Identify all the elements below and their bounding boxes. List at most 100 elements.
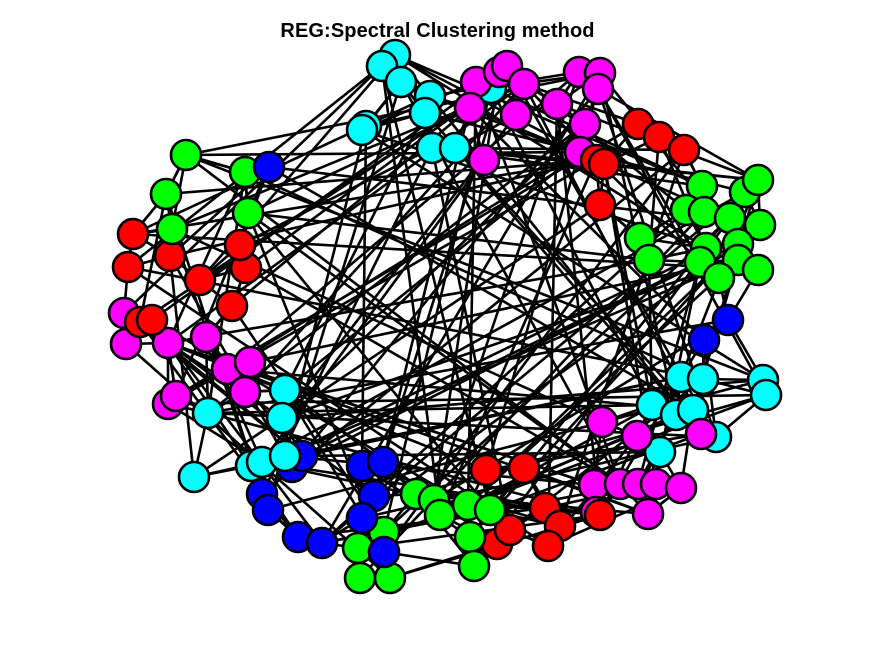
graph-node-magenta	[581, 72, 615, 106]
graph-node-green	[453, 520, 487, 554]
graph-node-cyan	[268, 373, 302, 407]
graph-node-green	[149, 177, 183, 211]
graph-node-cyan	[345, 113, 379, 147]
graph-node-red	[135, 303, 169, 337]
graph-edge	[383, 217, 731, 533]
graph-node-green	[702, 261, 736, 295]
graph-node-red	[111, 250, 145, 284]
graph-node-green	[743, 208, 777, 242]
graph-edge	[380, 65, 492, 511]
graph-node-red	[531, 529, 565, 563]
graph-node-red	[493, 513, 527, 547]
graph-node-red	[642, 120, 676, 154]
graph-edge	[185, 150, 581, 157]
graph-node-magenta	[568, 107, 602, 141]
graph-node-blue	[252, 150, 286, 184]
graph-node-red	[583, 188, 617, 222]
graph-edge	[168, 255, 196, 478]
graph-node-magenta	[664, 471, 698, 505]
graph-node-red	[667, 133, 701, 167]
graph-node-blue	[687, 323, 721, 357]
graph-node-red	[183, 263, 217, 297]
graph-edge	[266, 81, 403, 511]
graph-node-magenta	[540, 87, 574, 121]
graph-node-red	[507, 451, 541, 485]
graph-edge	[226, 367, 694, 412]
graph-node-cyan	[268, 439, 302, 473]
graph-title: REG:Spectral Clustering method	[280, 20, 595, 42]
graph-node-cyan	[749, 378, 783, 412]
graph-node-red	[223, 228, 257, 262]
graph-node-cyan	[686, 362, 720, 396]
graph-node-red	[583, 498, 617, 532]
graph-node-cyan	[265, 401, 299, 435]
graph-edge	[432, 71, 501, 501]
graph-node-green	[343, 561, 377, 595]
graph-edge	[469, 107, 705, 341]
graph-node-blue	[345, 501, 379, 535]
graph-node-green	[473, 493, 507, 527]
graph-node-cyan	[643, 435, 677, 469]
graph-edge	[250, 190, 746, 468]
graph-node-magenta	[499, 98, 533, 132]
graph-node-green	[457, 549, 491, 583]
graph-node-magenta	[159, 379, 193, 413]
graph-node-blue	[305, 526, 339, 560]
graph-edge	[558, 149, 686, 527]
graph-node-green	[169, 138, 203, 172]
graph-edge	[546, 103, 559, 547]
graph-node-magenta	[620, 419, 654, 453]
graph-node-magenta	[233, 345, 267, 379]
graph-edge	[283, 112, 427, 391]
graph-node-blue	[366, 445, 400, 479]
graph-node-red	[116, 217, 150, 251]
graph-edge	[127, 265, 704, 381]
graph-edge	[226, 150, 581, 371]
graph-node-green	[741, 163, 775, 197]
graph-node-magenta	[189, 320, 223, 354]
graph-edge	[246, 212, 492, 511]
graph-edge	[394, 53, 703, 188]
graph-edge	[647, 259, 654, 406]
graph-node-green	[423, 498, 457, 532]
graph-edge	[281, 123, 586, 419]
graph-node-blue	[251, 493, 285, 527]
graph-node-cyan	[384, 65, 418, 99]
graph-node-blue	[711, 303, 745, 337]
graph-node-green	[155, 212, 189, 246]
graph-node-cyan	[408, 96, 442, 130]
graph-node-magenta	[467, 143, 501, 177]
graph-node-red	[469, 453, 503, 487]
graph-edge	[489, 87, 654, 406]
graph-edge	[244, 83, 525, 393]
graph-node-red	[153, 239, 187, 273]
graph-node-green	[741, 253, 775, 287]
graph-edge	[281, 258, 739, 420]
graph-node-magenta	[684, 417, 718, 451]
graph-edge	[522, 83, 695, 411]
graph-node-green	[231, 196, 265, 230]
graph-node-magenta	[453, 91, 487, 125]
graph-node-cyan	[177, 460, 211, 494]
graph-edge	[193, 203, 601, 479]
graph-node-blue	[367, 535, 401, 569]
graph-edge	[239, 146, 433, 247]
graph-node-magenta	[631, 497, 665, 531]
graph-node-cyan	[191, 396, 225, 430]
graph-edge	[596, 88, 768, 396]
graph-edge	[138, 193, 168, 323]
graph-edge	[467, 393, 767, 507]
graph-node-magenta	[585, 405, 619, 439]
graph-edge	[454, 147, 702, 435]
graph-edge	[185, 153, 764, 382]
graph-node-red	[587, 147, 621, 181]
graph-node-red	[215, 289, 249, 323]
graph-node-magenta	[228, 375, 262, 409]
graph-edge	[596, 88, 702, 263]
graph-edge	[523, 82, 639, 126]
graph-edge	[166, 171, 247, 344]
graph-edge	[249, 258, 739, 364]
graph-node-magenta	[151, 326, 185, 360]
